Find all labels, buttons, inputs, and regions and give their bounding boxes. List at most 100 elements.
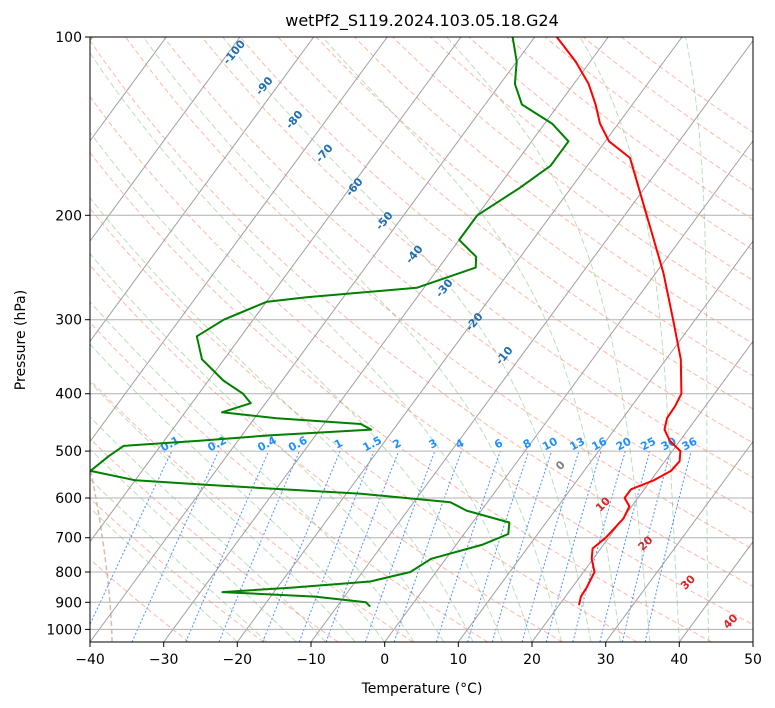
mixing-ratio-line: [545, 450, 602, 642]
isotherm: [384, 139, 753, 642]
mixing-ratio-line: [393, 450, 462, 642]
dry-adiabat: [125, 37, 753, 550]
mixing-ratio-label: 25: [638, 435, 658, 454]
moist-adiabat-label: 40: [721, 611, 741, 631]
mixing-ratio-label: 2: [391, 436, 404, 451]
isotherm: [457, 240, 753, 642]
moist-adiabat-label: 30: [678, 572, 698, 592]
dry-adiabat: [90, 558, 190, 642]
moist-adiabat: [90, 197, 474, 642]
temperature-profile: [556, 37, 683, 606]
mixing-ratio-label: 8: [521, 436, 534, 451]
moist-adiabat-label: 20: [636, 533, 656, 553]
mixing-ratio-label: 30: [659, 435, 679, 454]
dry-adiabat-label: -50: [373, 209, 396, 233]
moist-adiabat: [90, 343, 386, 642]
dry-adiabat: [90, 497, 264, 642]
dry-adiabat: [201, 37, 753, 479]
isotherm: [678, 540, 753, 642]
isotherm: [90, 37, 388, 443]
mixing-ratio-line: [90, 450, 173, 626]
plot-frame: [89, 36, 754, 643]
dry-adiabat: [90, 95, 753, 626]
dry-adiabat: [90, 207, 638, 642]
mixing-ratio-label: 16: [590, 435, 610, 454]
moist-adiabat: [579, 37, 680, 642]
x-tick-label: −10: [296, 652, 326, 668]
mixing-ratio-label: 3: [427, 436, 440, 451]
y-axis-label: Pressure (hPa): [13, 290, 29, 390]
isotherm: [90, 37, 315, 343]
moist-adiabat: [685, 37, 710, 642]
y-tick-label: 100: [55, 30, 82, 46]
mixing-ratio-line: [262, 450, 341, 642]
dewpoint-profile: [90, 37, 570, 608]
mixing-ratio-label: 6: [492, 436, 505, 451]
isotherm: [90, 37, 462, 543]
isotherm: [605, 440, 753, 642]
mixing-ratio-line: [435, 450, 501, 642]
mixing-ratio-label: 36: [680, 435, 700, 454]
dry-adiabat: [90, 264, 563, 642]
mixing-ratio-line: [364, 450, 436, 642]
y-tick-label: 300: [55, 313, 82, 329]
moist-adiabat: [90, 131, 503, 642]
background-lines: [90, 37, 753, 642]
moist-adiabat: [322, 37, 621, 642]
y-tick-label: 500: [55, 444, 82, 460]
mixing-ratio-line: [131, 450, 220, 642]
y-axis-ticks: 100 200 300 400 500 600 700 800 900 1000: [46, 30, 90, 638]
y-tick-label: 900: [55, 595, 82, 611]
dry-adiabat: [90, 39, 753, 588]
mixing-ratio-line: [572, 450, 626, 642]
x-tick-label: −20: [223, 652, 253, 668]
dry-adiabat: [90, 321, 488, 642]
dry-adiabat: [163, 37, 753, 514]
dry-adiabat: [354, 37, 753, 345]
moist-adiabat: [90, 381, 356, 642]
x-tick-label: 40: [670, 652, 688, 668]
x-tick-label: −30: [149, 652, 179, 668]
chart-title: wetPf2_S119.2024.103.05.18.G24: [285, 11, 559, 31]
moist-adiabat: [90, 252, 445, 642]
gridlines: [90, 37, 753, 642]
mixing-ratio-line: [621, 450, 671, 642]
moist-adiabat: [90, 416, 327, 642]
mixing-ratio-line: [521, 450, 580, 642]
isotherm: [752, 641, 753, 642]
x-tick-label: 50: [744, 652, 762, 668]
mixing-ratio-line: [599, 450, 651, 642]
x-tick-label: 10: [449, 652, 467, 668]
mixing-ratio-line: [185, 450, 270, 642]
x-axis-ticks: −40 −30 −20 −10 0 10 20 30 40 50: [75, 642, 762, 668]
mixing-ratio-line: [467, 450, 530, 642]
isotherm: [90, 37, 241, 242]
moist-adiabat: [90, 448, 297, 642]
y-tick-label: 1000: [46, 622, 82, 638]
x-tick-label: 30: [597, 652, 615, 668]
isotherm: [90, 37, 536, 642]
moist-adiabat-label: 10: [593, 494, 613, 514]
moist-adiabat: [90, 52, 533, 642]
x-tick-label: 0: [380, 652, 389, 668]
mixing-ratio-line: [298, 450, 375, 642]
dry-adiabat-label: -70: [313, 141, 336, 165]
x-tick-label: −40: [75, 652, 105, 668]
isotherm: [531, 340, 753, 642]
profiles: [90, 37, 683, 608]
mixing-ratio-line: [218, 450, 300, 642]
y-tick-label: 800: [55, 565, 82, 581]
stability-curve: [90, 463, 113, 642]
y-tick-label: 700: [55, 531, 82, 547]
mixing-ratio-label: 4: [453, 436, 466, 451]
mixing-ratio-label: 13: [567, 435, 587, 454]
mixing-ratio-label: 1: [332, 436, 345, 451]
dry-adiabat-label: -10: [493, 344, 516, 368]
dry-adiabat: [392, 37, 753, 313]
dry-adiabat-label: -60: [343, 175, 366, 199]
y-tick-label: 400: [55, 387, 82, 403]
dry-adiabat: [90, 151, 712, 642]
moist-adiabat: [90, 478, 268, 642]
moist-adiabat: [90, 507, 238, 642]
